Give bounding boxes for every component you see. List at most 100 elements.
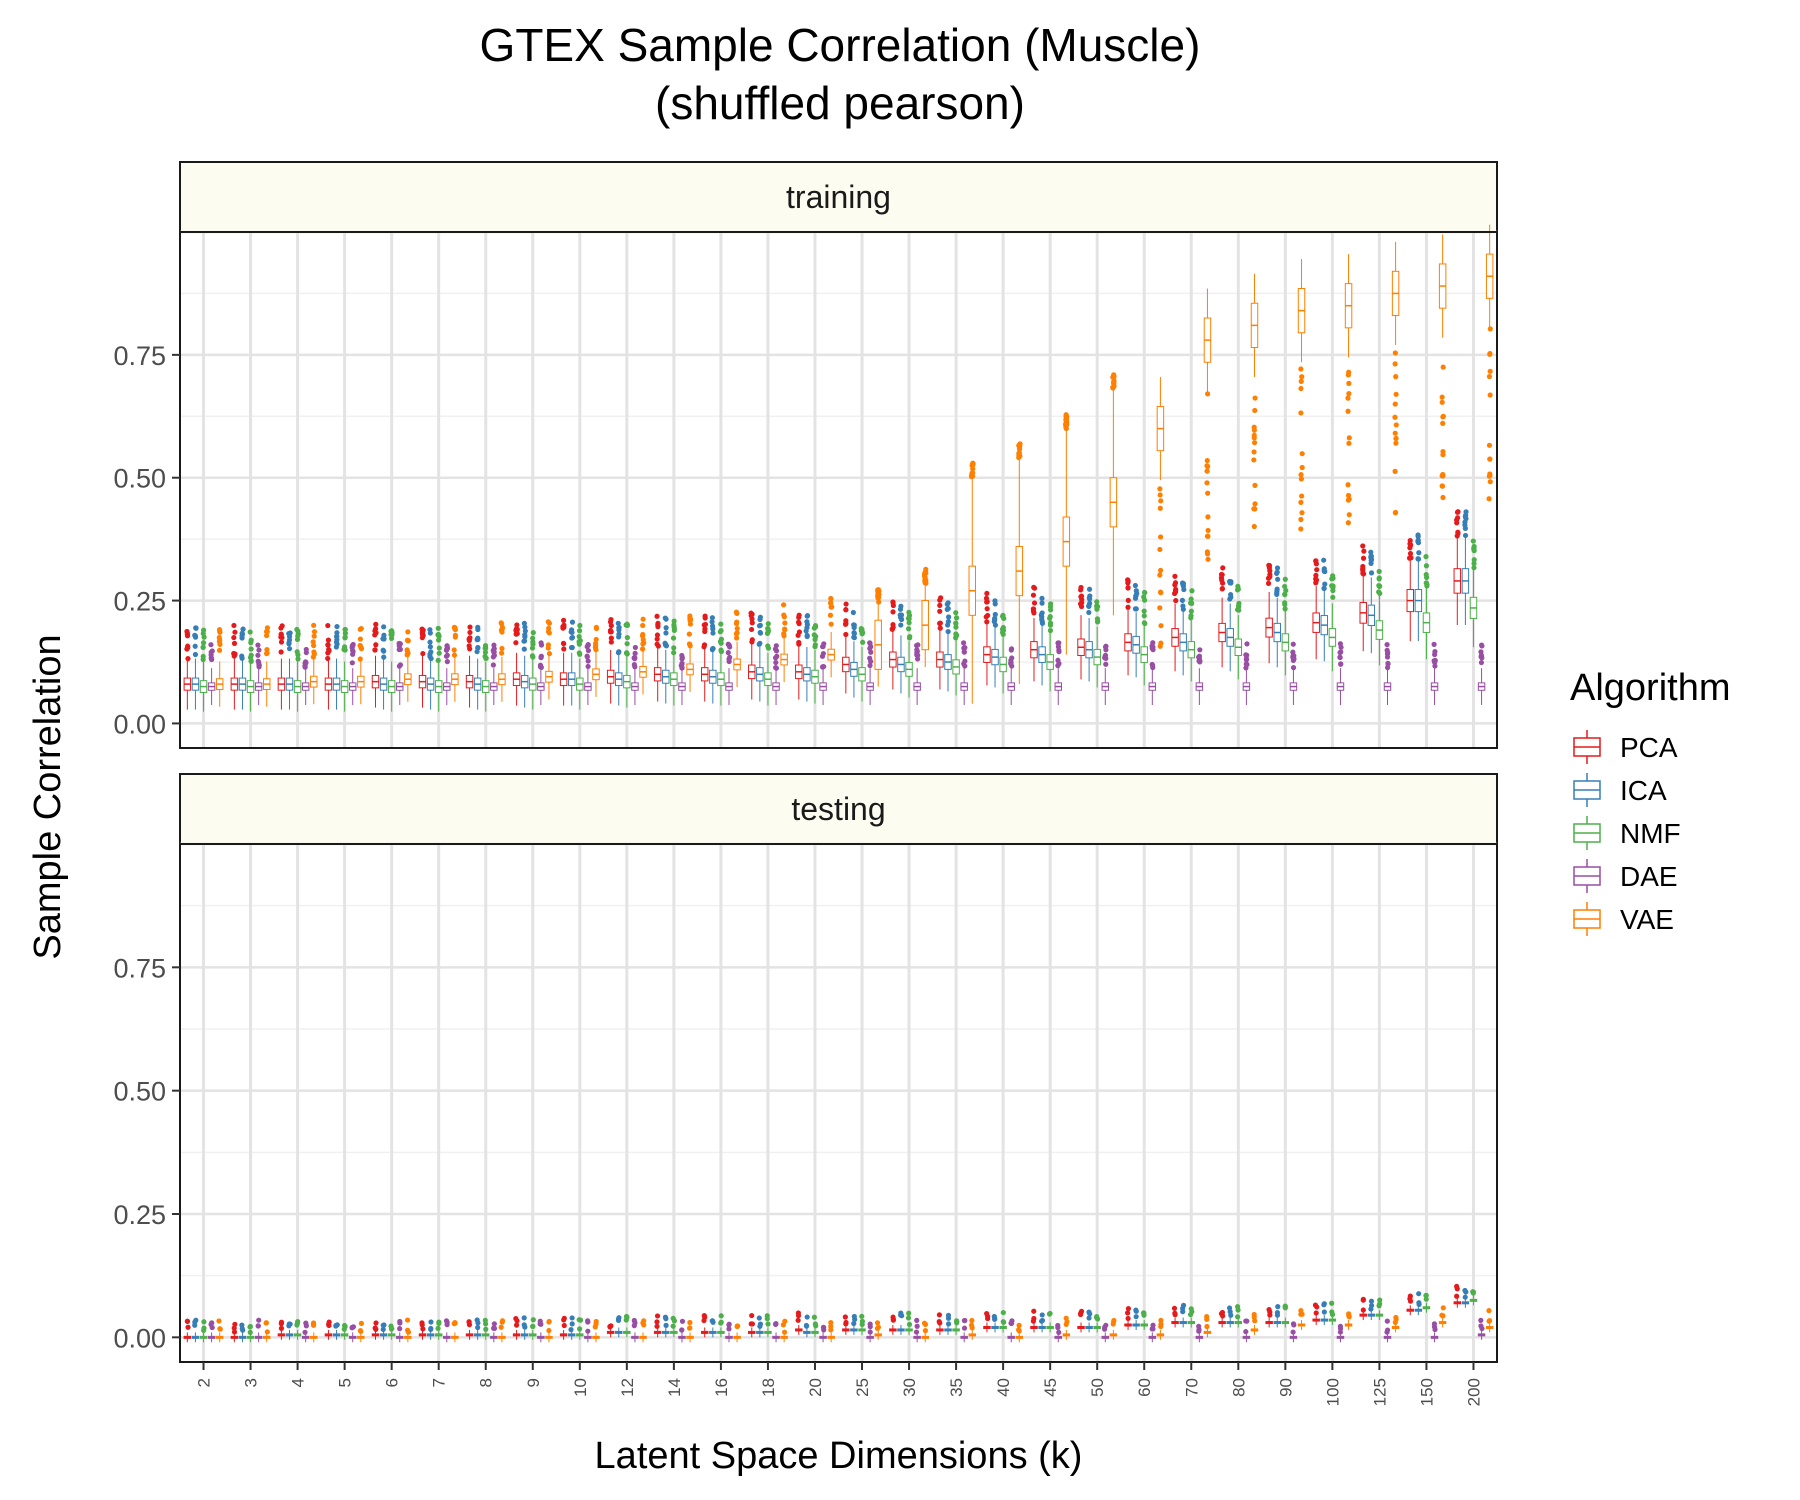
outlier-point	[1094, 1314, 1100, 1321]
x-tick-label: 7	[430, 1378, 449, 1387]
outlier-point	[1087, 600, 1093, 606]
box-ica-8	[473, 1317, 482, 1340]
outlier-point	[757, 630, 764, 636]
outlier-point	[1478, 652, 1485, 658]
box-pca-6	[371, 621, 380, 708]
box-dae-9	[537, 640, 545, 705]
outlier-point	[342, 647, 348, 653]
outlier-point	[592, 1324, 598, 1330]
box-nmf-2	[199, 627, 208, 712]
outlier-point	[358, 1328, 364, 1334]
outlier-point	[1056, 649, 1062, 655]
outlier-point	[961, 1325, 968, 1331]
facet-label: testing	[791, 791, 885, 827]
box-vae-4	[310, 622, 318, 705]
box-nmf-10	[576, 622, 584, 710]
outlier-point	[1235, 603, 1242, 609]
outlier-point	[193, 1317, 199, 1323]
outlier-point	[1346, 380, 1352, 386]
outlier-point	[1086, 609, 1092, 616]
box-pca-12	[606, 616, 615, 704]
outlier-point	[937, 620, 943, 626]
outlier-point	[701, 1317, 707, 1324]
box-vae-90	[1297, 1307, 1306, 1330]
outlier-point	[358, 1320, 365, 1326]
outlier-point	[1337, 1323, 1343, 1329]
box-dae-7	[443, 643, 451, 705]
box-ica-20	[803, 1314, 811, 1338]
box-vae-18	[780, 1318, 788, 1343]
outlier-point	[608, 635, 614, 641]
box-dae-12	[631, 1317, 639, 1343]
outlier-point	[264, 628, 270, 635]
outlier-point	[209, 1324, 215, 1331]
outlier-point	[1368, 570, 1375, 576]
outlier-point	[569, 635, 575, 641]
x-tick-label: 6	[383, 1378, 402, 1387]
outlier-point	[585, 658, 591, 664]
box-dae-16	[725, 1321, 733, 1343]
outlier-point	[1384, 641, 1390, 648]
outlier-point	[436, 645, 442, 651]
outlier-point	[278, 649, 284, 655]
outlier-point	[1368, 553, 1374, 559]
box-dae-70	[1195, 1323, 1204, 1343]
outlier-point	[1479, 1325, 1485, 1332]
outlier-point	[944, 601, 950, 607]
outlier-point	[568, 644, 575, 651]
outlier-point	[325, 642, 331, 648]
y-tick-label: 0.25	[113, 1200, 166, 1230]
outlier-point	[231, 640, 238, 647]
box-nmf-20	[811, 1314, 819, 1338]
outlier-point	[1290, 654, 1296, 660]
outlier-point	[1384, 665, 1391, 671]
outlier-point	[1197, 647, 1203, 653]
outlier-point	[436, 1320, 442, 1326]
outlier-point	[1196, 654, 1202, 660]
outlier-point	[1487, 479, 1493, 485]
outlier-point	[765, 621, 771, 627]
outlier-point	[585, 663, 591, 670]
box-dae-16	[725, 641, 733, 705]
outlier-point	[263, 650, 270, 657]
outlier-point	[1439, 1312, 1445, 1318]
box-ica-5	[332, 1322, 341, 1340]
outlier-point	[1329, 583, 1335, 589]
outlier-point	[593, 625, 600, 632]
outlier-point	[420, 650, 426, 657]
x-tick-label: 5	[336, 1378, 355, 1387]
outlier-point	[1172, 1310, 1178, 1316]
outlier-point	[812, 636, 818, 643]
box-pca-8	[465, 624, 474, 708]
box-nmf-16	[717, 621, 725, 706]
outlier-point	[820, 650, 826, 657]
outlier-point	[632, 650, 638, 656]
box-pca-80	[1218, 565, 1226, 668]
box-vae-100	[1344, 1311, 1353, 1330]
outlier-point	[1158, 590, 1164, 596]
outlier-point	[1048, 601, 1054, 607]
outlier-point	[828, 1320, 834, 1326]
outlier-point	[874, 1320, 881, 1326]
outlier-point	[718, 1320, 724, 1326]
outlier-point	[1180, 583, 1187, 589]
outlier-point	[914, 1317, 920, 1323]
box-nmf-10	[576, 1317, 584, 1340]
outlier-point	[311, 633, 317, 639]
outlier-point	[1157, 486, 1163, 492]
outlier-point	[1462, 519, 1468, 525]
outlier-point	[727, 644, 733, 650]
outlier-point	[1220, 1313, 1226, 1319]
outlier-point	[1337, 1329, 1344, 1335]
legend-item-vae: VAE	[1573, 902, 1674, 936]
outlier-point	[1157, 572, 1163, 578]
outlier-point	[1487, 368, 1493, 374]
x-tick-label: 150	[1417, 1378, 1436, 1406]
outlier-point	[867, 1324, 873, 1330]
outlier-point	[1244, 661, 1250, 668]
outlier-point	[663, 630, 669, 636]
outlier-point	[1479, 643, 1485, 649]
outlier-point	[1008, 647, 1014, 653]
box-nmf-8	[481, 1317, 490, 1340]
outlier-point	[537, 662, 544, 668]
